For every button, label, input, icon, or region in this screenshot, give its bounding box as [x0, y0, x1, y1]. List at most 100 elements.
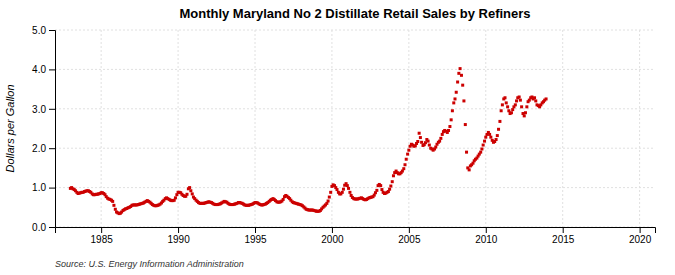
point	[460, 74, 463, 77]
source-annotation: Source: U.S. Energy Information Administ…	[55, 259, 244, 269]
y-tick-mark	[49, 148, 55, 149]
point	[514, 103, 517, 106]
x-tick-label: 1995	[244, 234, 267, 245]
y-grid-line	[55, 30, 655, 31]
point	[451, 109, 454, 112]
point	[464, 123, 467, 126]
title: Monthly Maryland No 2 Distillate Retail …	[179, 6, 530, 21]
point	[389, 185, 392, 188]
point	[348, 191, 351, 194]
x-tick-label: 2020	[629, 234, 652, 245]
grid	[55, 30, 655, 227]
x-grid-line	[101, 30, 102, 227]
point	[468, 168, 471, 171]
point	[188, 186, 191, 189]
x-tick-mark	[101, 227, 102, 233]
point	[456, 81, 459, 84]
y-axis-title: Dollars per Gallon	[4, 84, 16, 172]
point	[461, 84, 464, 87]
y-tick: 2.0	[32, 143, 55, 154]
y-tick-label: 5.0	[32, 25, 46, 36]
point	[457, 72, 460, 75]
x-tick-label: 2000	[321, 234, 344, 245]
y-grid-line	[55, 69, 655, 70]
point	[174, 196, 177, 199]
y-tick-label: 1.0	[32, 182, 46, 193]
y-tick-mark	[49, 227, 55, 228]
point	[489, 136, 492, 139]
point	[438, 140, 441, 143]
point	[454, 97, 457, 100]
point	[459, 67, 462, 70]
point	[114, 208, 117, 211]
plot: 1985 1990 1995 2000 2005 2010 2015 2020 0.0 1.0 2.…	[32, 25, 655, 245]
y-tick: 5.0	[32, 25, 55, 36]
point	[519, 99, 522, 102]
point	[450, 118, 453, 121]
point	[427, 140, 430, 143]
point	[520, 105, 523, 108]
point	[191, 192, 194, 195]
point	[375, 189, 378, 192]
y-tick: 4.0	[32, 64, 55, 75]
x-tick-label: 2005	[398, 234, 421, 245]
x-tick-mark	[409, 227, 410, 233]
x-tick-label: 2015	[552, 234, 575, 245]
y-tick-mark	[49, 109, 55, 110]
point	[420, 141, 423, 144]
point	[452, 101, 455, 104]
x-axis-line	[56, 228, 656, 234]
y-grid-line	[55, 108, 655, 109]
point	[329, 191, 332, 194]
point	[424, 141, 427, 144]
point	[402, 167, 405, 170]
x-grid-line	[562, 30, 563, 227]
y-tick-mark	[49, 69, 55, 70]
point	[498, 120, 501, 123]
point	[462, 99, 465, 102]
x-tick-mark	[178, 227, 179, 233]
point	[328, 196, 331, 199]
point	[510, 111, 513, 114]
point	[189, 189, 192, 192]
x-tick: 1995	[244, 227, 267, 245]
point	[447, 129, 450, 132]
point	[388, 188, 391, 191]
x-tick: 2015	[552, 227, 575, 245]
y-axis: 0.0 1.0 2.0 3.0 4.0 5.0	[32, 25, 55, 233]
point	[507, 109, 510, 112]
point	[524, 111, 527, 114]
point	[488, 133, 491, 136]
x-tick-mark	[486, 227, 487, 233]
point	[341, 191, 344, 194]
x-grid-line	[639, 30, 640, 227]
point	[525, 105, 528, 108]
x-axis: 1985 1990 1995 2000 2005 2010 2015 2020	[56, 227, 656, 245]
point	[496, 134, 499, 137]
x-tick-label: 1985	[91, 234, 114, 245]
point	[500, 109, 503, 112]
point	[455, 91, 458, 94]
x-tick-label: 2010	[475, 234, 498, 245]
point	[439, 137, 442, 140]
y-tick-label: 0.0	[32, 222, 46, 233]
point	[515, 99, 518, 102]
point	[518, 95, 521, 98]
point	[484, 136, 487, 139]
point	[327, 199, 330, 202]
x-tick: 1990	[167, 227, 190, 245]
point	[465, 151, 468, 154]
y-tick-label: 3.0	[32, 104, 46, 115]
y-axis-line	[49, 31, 56, 228]
y-tick: 0.0	[32, 222, 55, 233]
point	[405, 158, 408, 161]
point	[407, 149, 410, 152]
point	[501, 103, 504, 106]
x-tick: 2020	[629, 227, 652, 245]
point	[441, 133, 444, 136]
x-tick-mark	[640, 227, 641, 233]
point	[342, 188, 345, 191]
x-tick: 1985	[91, 227, 114, 245]
point	[282, 198, 285, 201]
x-grid-line	[178, 30, 179, 227]
